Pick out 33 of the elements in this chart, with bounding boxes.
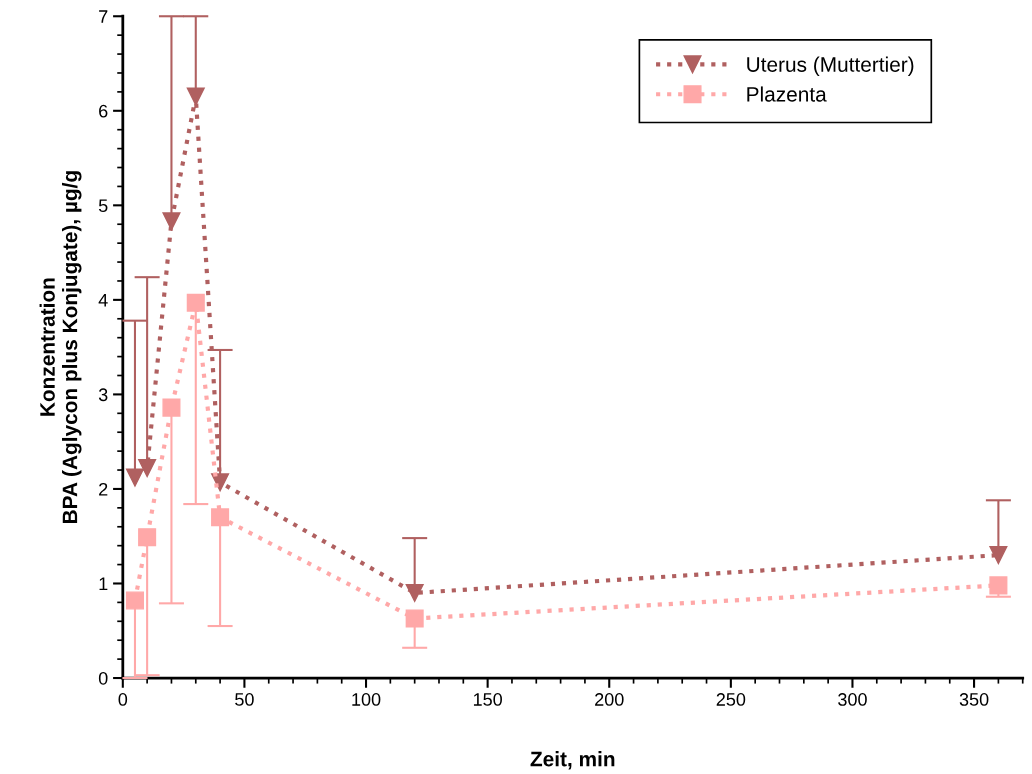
point (989, 546, 1008, 565)
y-tick-label: 2 (99, 482, 108, 496)
point (125, 591, 144, 610)
y-tick-label: 3 (98, 388, 108, 402)
y-tick-label: 0 (98, 671, 108, 685)
x-tick-label: 250 (716, 693, 746, 706)
x-tick-label: 350 (959, 693, 989, 706)
x-tick-label: 150 (473, 693, 502, 706)
point (989, 576, 1008, 595)
point (186, 293, 205, 312)
point (405, 609, 424, 628)
point (211, 508, 230, 527)
point (162, 398, 181, 417)
x-tick-label: 200 (595, 693, 624, 706)
point (162, 212, 181, 231)
x-tick-label: 0 (118, 693, 128, 706)
point (138, 528, 157, 547)
legend-label: Plazenta (747, 86, 827, 102)
point (405, 583, 424, 602)
y-tick-label: 6 (99, 104, 108, 118)
y-tick-label: 1 (99, 577, 108, 591)
y-axis-title: Konzentration BPA (Aglycon plus Konjugate), µg/g (39, 171, 82, 524)
legend-label: Uterus (Muttertier) (747, 56, 914, 76)
x-tick-label: 100 (352, 693, 381, 706)
y-tick-label: 4 (98, 293, 108, 307)
x-tick-label: 300 (838, 693, 867, 706)
y-tick-label: 5 (98, 199, 108, 213)
point (186, 87, 205, 106)
x-axis-title: Zeit, min (530, 751, 615, 770)
y-tick-label: 7 (99, 10, 108, 23)
x-tick-label: 50 (235, 693, 254, 706)
point (138, 459, 157, 478)
point (125, 468, 144, 487)
